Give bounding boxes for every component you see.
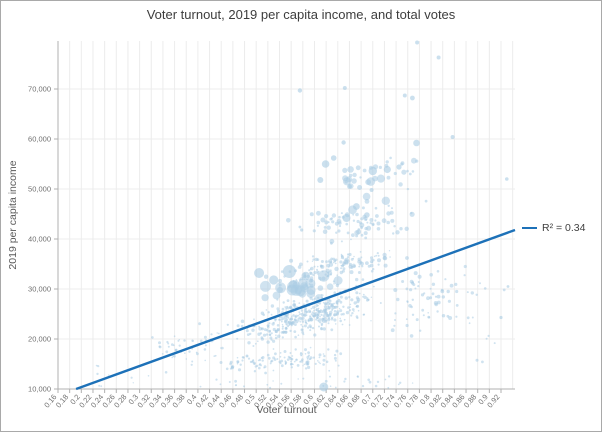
svg-text:20,000: 20,000 [28, 335, 51, 344]
svg-text:40,000: 40,000 [28, 235, 51, 244]
trendline-legend-swatch [522, 227, 537, 229]
x-axis-title: Voter turnout [256, 404, 317, 416]
svg-text:60,000: 60,000 [28, 135, 51, 144]
svg-text:50,000: 50,000 [28, 185, 51, 194]
svg-text:10,000: 10,000 [28, 385, 51, 394]
svg-text:30,000: 30,000 [28, 285, 51, 294]
chart-title: Voter turnout, 2019 per capita income, a… [146, 7, 456, 22]
r-squared-label: R² = 0.34 [542, 222, 586, 234]
svg-text:70,000: 70,000 [28, 85, 51, 94]
r-squared-legend: R² = 0.34 [522, 222, 585, 234]
